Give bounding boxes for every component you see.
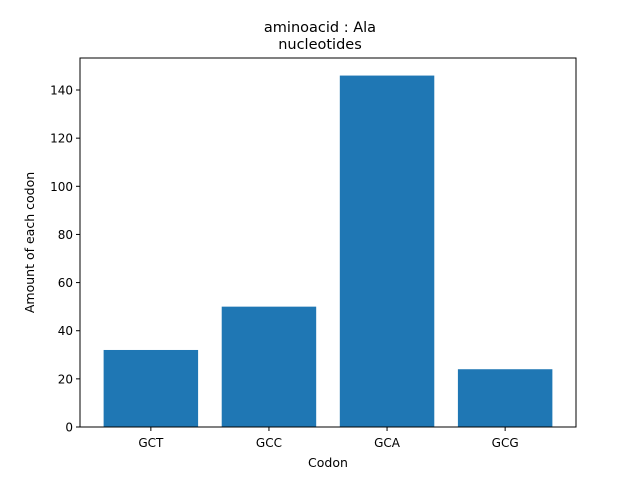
x-tick-label: GCG: [492, 436, 519, 450]
x-axis-ticks: GCT GCC GCA GCG: [138, 427, 519, 450]
y-tick-label: 60: [58, 276, 73, 290]
chart-subtitle: nucleotides: [278, 37, 362, 53]
x-tick-label: GCT: [138, 436, 164, 450]
y-tick-label: 40: [58, 324, 73, 338]
y-tick-label: 0: [65, 421, 73, 435]
plot-frame: [79, 57, 577, 428]
x-tick-label: GCA: [374, 436, 401, 450]
y-tick-label: 140: [50, 84, 73, 98]
bars-group: [103, 75, 553, 427]
x-tick-label: GCC: [256, 436, 282, 450]
chart-title: aminoacid : Ala: [264, 20, 376, 36]
y-tick-label: 80: [58, 228, 73, 242]
bar-gcc: [221, 306, 317, 427]
bar-gct: [103, 349, 199, 427]
y-tick-label: 20: [58, 372, 73, 386]
y-axis-label: Amount of each codon: [22, 172, 37, 313]
bar-gca: [339, 75, 435, 427]
y-tick-label: 120: [50, 132, 73, 146]
x-axis-label: Codon: [308, 455, 348, 470]
bar-gcg: [457, 369, 553, 427]
y-axis-ticks: 0 20 40 60 80 100 120 140: [50, 84, 80, 435]
y-tick-label: 100: [50, 180, 73, 194]
